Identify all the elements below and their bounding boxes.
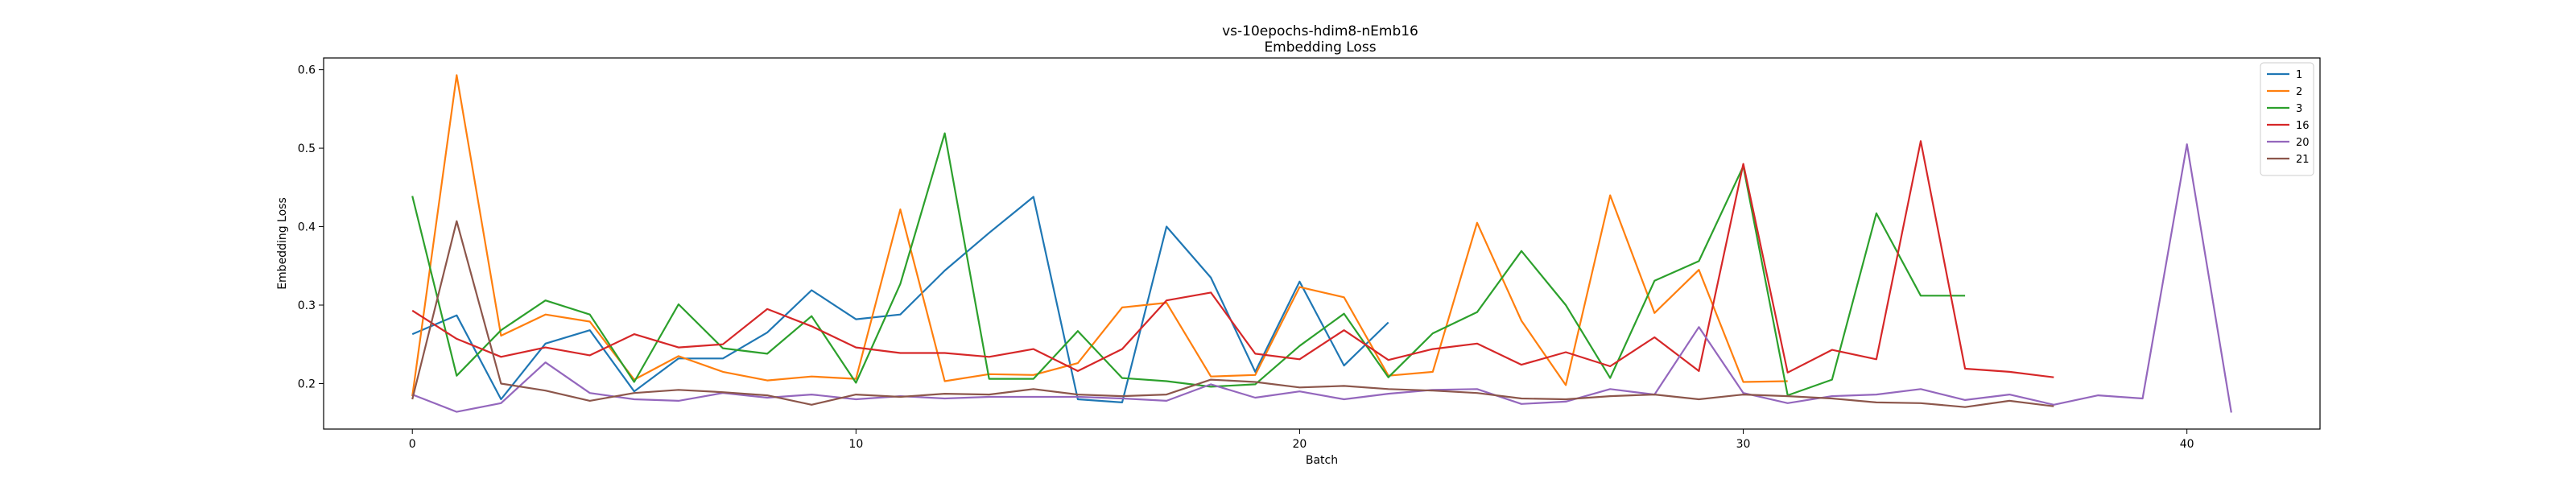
series-line-21	[411, 220, 2054, 408]
y-axis: 0.2 0.3 0.4 0.5 0.6	[298, 64, 324, 390]
x-axis: 0 10 20 30 40	[409, 429, 2194, 451]
x-tick-label: 20	[1293, 438, 1307, 451]
plot-frame	[323, 57, 2321, 430]
y-axis-label: Embedding Loss	[276, 197, 289, 290]
legend-label-21: 21	[2296, 154, 2310, 166]
series-line-3	[411, 132, 1966, 397]
series-line-1	[411, 196, 1389, 403]
legend: 1 2 3 16 20 21	[2260, 62, 2314, 176]
x-tick-label: 0	[409, 438, 416, 451]
series-line-20	[411, 143, 2232, 413]
y-tick-label: 0.3	[298, 299, 316, 312]
legend-label-16: 16	[2296, 120, 2310, 132]
y-tick-label: 0.4	[298, 221, 316, 234]
y-tick-label: 0.5	[298, 142, 316, 155]
y-tick-label: 0.6	[298, 64, 316, 77]
x-axis-label: Batch	[1306, 454, 1338, 467]
series-line-2	[411, 74, 1788, 397]
series-layer	[411, 74, 2232, 413]
x-tick-label: 10	[848, 438, 863, 451]
chart-subtitle: Embedding Loss	[1264, 39, 1376, 56]
legend-label-1: 1	[2296, 69, 2302, 81]
legend-label-3: 3	[2296, 103, 2302, 115]
x-tick-label: 40	[2180, 438, 2194, 451]
legend-label-20: 20	[2296, 137, 2310, 149]
chart-title: vs-10epochs-hdim8-nEmb16	[1222, 23, 1418, 39]
series-line-16	[411, 140, 2054, 378]
legend-label-2: 2	[2296, 86, 2302, 98]
y-tick-label: 0.2	[298, 378, 316, 390]
x-tick-label: 30	[1736, 438, 1751, 451]
